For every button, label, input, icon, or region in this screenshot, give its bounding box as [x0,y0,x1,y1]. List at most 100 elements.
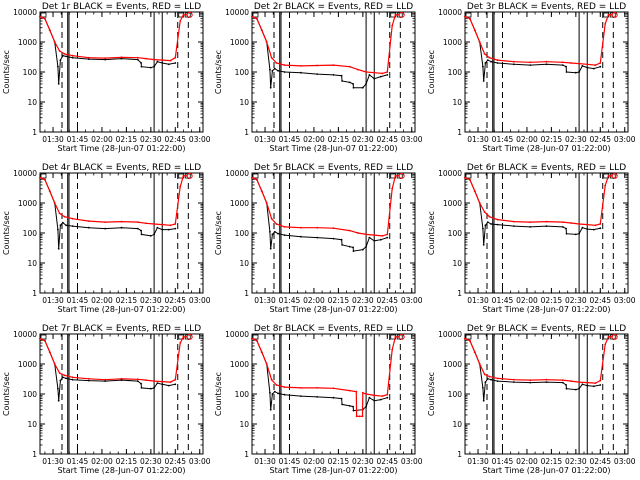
lld-data-point [48,29,51,31]
events-data-point [161,228,164,231]
lld-data-point [256,339,258,342]
lld-data-point [478,202,481,204]
events-data-point [361,86,364,89]
lld-data-point [283,226,286,228]
lld-data-point [120,220,123,223]
events-data-point [104,58,107,61]
x-tick-label: 02:00 [516,135,538,144]
events-data-point [545,381,548,383]
lld-data-point [561,61,564,64]
x-tick-label: 03:00 [614,296,636,305]
events-data-point [161,62,164,64]
lld-data-point [365,393,367,395]
x-tick-label: 01:45 [279,457,301,466]
lld-data-point [529,61,532,64]
events-data-point [484,62,487,64]
x-tick-label: 01:45 [492,135,514,144]
lld-data-point [348,229,351,232]
events-data-point [513,63,515,66]
lld-data-point [373,394,376,397]
events-data-point [269,247,272,250]
x-tick-label: 02:45 [589,135,611,144]
y-tick-label: 100 [23,390,38,399]
events-data-point [368,236,371,239]
lld-data-point [529,379,532,381]
lld-data-point [153,58,156,61]
lld-data-point [604,343,607,346]
lld-data-point [174,378,177,381]
events-data-point [136,227,139,230]
lld-data-point [53,41,56,43]
y-axis-label: Counts/sec [427,372,436,416]
y-tick-label: 1000 [443,360,462,369]
events-data-point [341,80,343,82]
y-tick-label: 1000 [230,38,249,47]
lld-data-point [120,56,123,59]
lld-data-point [361,391,364,394]
events-data-point [379,238,382,241]
x-axis-label: Start Time (28-Jun-07 01:22:00) [270,144,398,153]
events-series-line [464,338,601,401]
events-data-point [386,396,389,399]
lld-data-point [357,68,359,71]
y-tick-label: 1 [457,450,462,459]
lld-data-point [179,185,182,188]
lld-data-point [604,184,607,187]
lld-data-point [473,29,476,31]
lld-data-point [332,64,335,66]
x-tick-label: 03:00 [189,457,211,466]
x-tick-label: 01:45 [492,457,514,466]
y-axis-label: Counts/sec [2,211,11,255]
y-tick-label: 10 [27,98,37,107]
det-3r-panel: Det 3r BLACK = Events, RED = LLD 1 10 100 10… [427,2,636,153]
y-tick-label: 1 [32,128,37,137]
lld-data-point [355,415,358,418]
events-data-point [316,73,319,75]
plot-title: Det 4r BLACK = Events, RED = LLD [42,163,201,173]
lld-end-marker [398,11,405,18]
events-data-point [482,80,485,82]
events-data-point [565,387,568,390]
events-data-point [482,244,485,246]
events-data-point [599,65,602,68]
events-data-point [156,226,159,229]
lld-data-point [71,217,74,220]
events-data-point [565,65,567,68]
det-7r-panel: Det 7r BLACK = Events, RED = LLD 1 10 100 10… [2,324,211,475]
left-flag-marker [40,12,47,18]
x-tick-label: 03:00 [401,296,423,305]
lld-data-point [391,24,394,27]
lld-data-point [71,376,74,379]
lld-data-point [570,380,572,382]
events-data-point [277,69,279,72]
det-8r-panel: Det 8r BLACK = Events, RED = LLD 1 10 100 10… [214,324,423,475]
events-data-point [283,234,286,237]
x-axis-label: Start Time (28-Jun-07 01:22:00) [58,144,186,153]
lld-data-point [53,363,56,365]
lld-end-marker [611,333,618,340]
events-data-point [496,223,499,226]
events-data-point [59,379,62,382]
lld-data-point [39,15,41,18]
lld-data-point [578,62,580,65]
y-axis-label: Counts/sec [427,50,436,94]
lld-data-point [161,380,164,383]
events-data-point [484,224,487,227]
x-tick-label: 02:00 [516,457,538,466]
events-data-point [565,384,567,386]
lld-data-point [145,222,147,225]
lld-data-point [161,59,164,61]
plot-frame [464,333,629,455]
x-tick-label: 01:30 [42,457,64,466]
lld-data-point [265,41,268,43]
lld-data-point [63,53,66,55]
plot-title: Det 5r BLACK = Events, RED = LLD [254,163,413,173]
lld-data-point [48,351,51,353]
x-tick-label: 02:00 [303,296,325,305]
events-data-point [300,235,302,238]
events-data-point [300,71,302,74]
events-data-point [368,74,371,76]
events-data-point [352,83,354,85]
lld-data-point [300,65,302,67]
y-axis-label: Counts/sec [2,50,11,94]
